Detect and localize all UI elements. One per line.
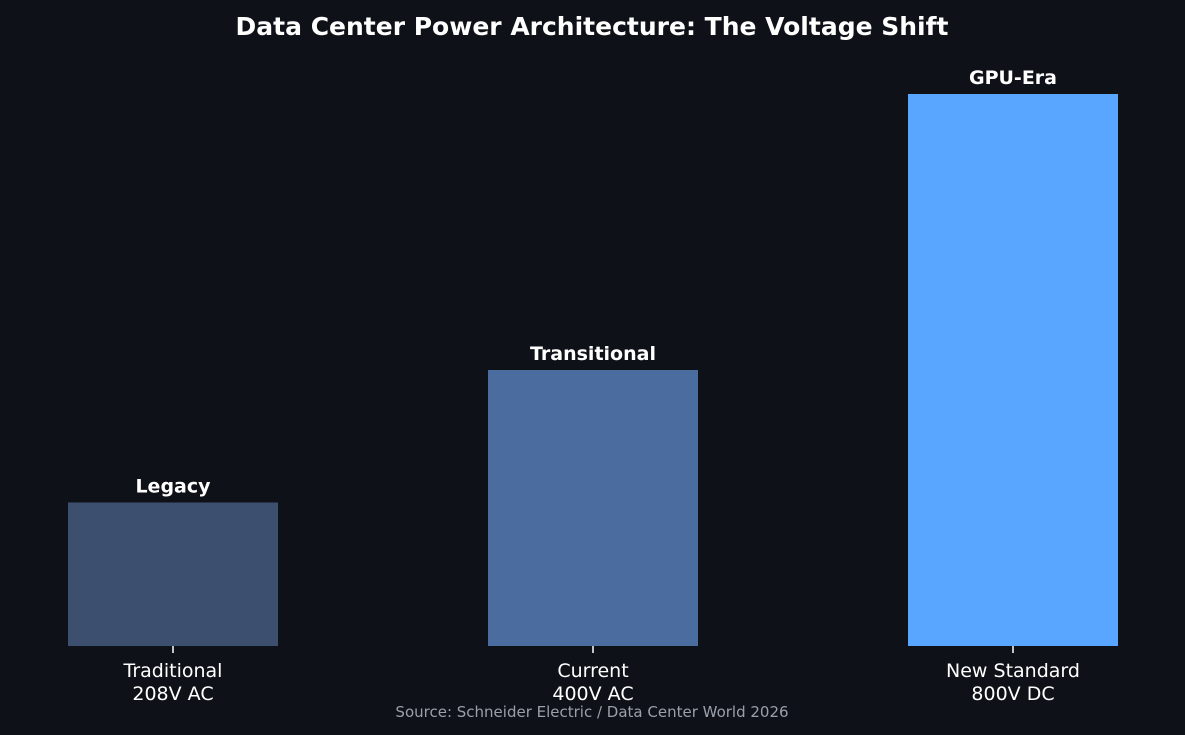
x-tick-label-2-line-0: New Standard bbox=[946, 660, 1080, 682]
x-tick-label-1-line-0: Current bbox=[557, 660, 628, 682]
bar-label-0: Legacy bbox=[135, 475, 211, 497]
chart-title: Data Center Power Architecture: The Volt… bbox=[236, 12, 949, 41]
bar-label-1: Transitional bbox=[530, 343, 656, 365]
source-note: Source: Schneider Electric / Data Center… bbox=[395, 703, 788, 721]
x-tick-label-0-line-1: 208V AC bbox=[132, 683, 213, 705]
bar-0 bbox=[68, 502, 278, 646]
x-tick-label-2-line-1: 800V DC bbox=[971, 683, 1054, 705]
x-tick-label-0-line-0: Traditional bbox=[123, 660, 223, 682]
x-tick-label-1-line-1: 400V AC bbox=[552, 683, 633, 705]
bar-label-2: GPU-Era bbox=[969, 67, 1057, 89]
bar-1 bbox=[488, 370, 698, 646]
bar-2 bbox=[908, 94, 1118, 646]
